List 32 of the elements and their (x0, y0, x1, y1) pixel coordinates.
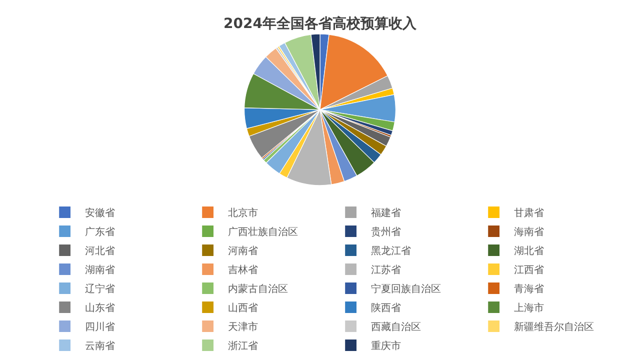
legend-label: 湖南省 (84, 264, 115, 276)
legend-label: 广西壮族自治区 (228, 226, 298, 238)
legend-label: 青海省 (514, 283, 544, 296)
legend-label: 辽宁省 (84, 283, 115, 296)
legend-label: 山东省 (84, 302, 115, 314)
legend-label: 海南省 (514, 226, 544, 238)
chart-title: 2024年全国各省高校预算收入 (224, 14, 418, 32)
legend-label: 河南省 (228, 245, 258, 258)
legend-label: 福建省 (370, 207, 401, 220)
legend-label: 新疆维吾尔自治区 (514, 321, 594, 334)
legend-label: 河北省 (84, 245, 115, 258)
legend-label: 湖北省 (514, 245, 544, 258)
legend-label: 西藏自治区 (370, 321, 421, 334)
legend-label: 江西省 (514, 264, 544, 276)
legend-label: 黑龙江省 (370, 245, 411, 258)
legend-label: 云南省 (84, 340, 115, 352)
legend-label: 四川省 (84, 321, 115, 334)
legend-label: 江苏省 (370, 264, 401, 276)
legend-label: 重庆市 (370, 340, 401, 352)
legend-label: 安徽省 (84, 207, 115, 220)
legend-label: 陕西省 (370, 302, 401, 314)
legend-label: 北京市 (228, 207, 258, 220)
legend-label: 天津市 (228, 321, 258, 334)
legend-label: 上海市 (514, 302, 544, 314)
legend-label: 山西省 (228, 302, 258, 314)
legend-label: 宁夏回族自治区 (370, 283, 441, 296)
legend-label: 吉林省 (228, 264, 258, 276)
legend-label: 贵州省 (370, 226, 401, 238)
legend-label: 甘肃省 (514, 207, 544, 220)
legend-label: 内蒙古自治区 (228, 283, 288, 296)
legend-label: 浙江省 (228, 340, 258, 352)
legend-label: 广东省 (84, 226, 115, 238)
